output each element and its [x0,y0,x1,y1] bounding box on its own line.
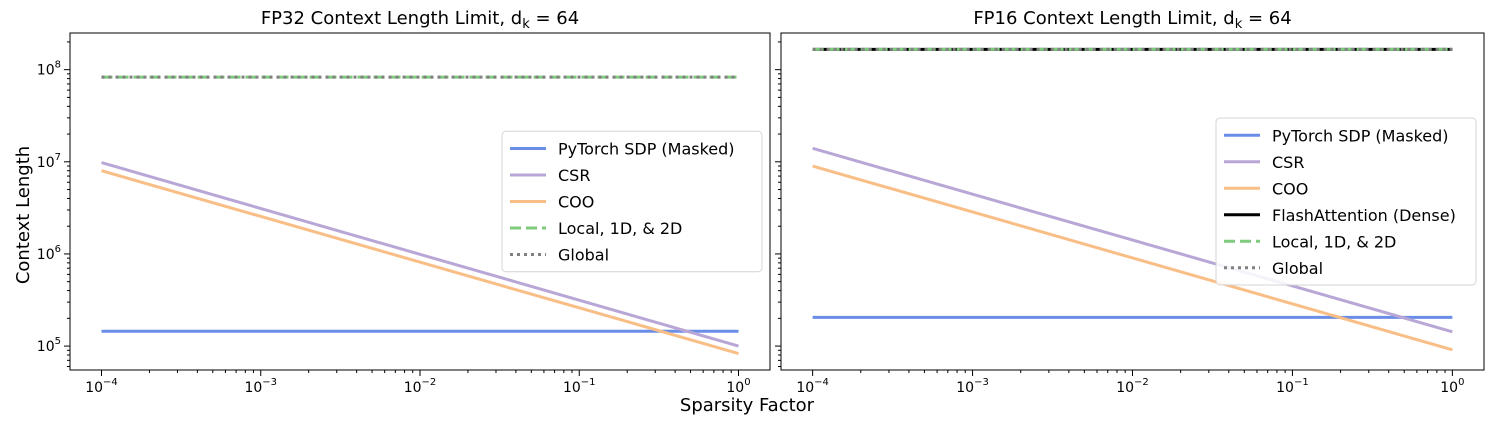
y-tick-label-base: 10 [37,247,55,263]
x-tick-label-base: 10 [404,380,422,396]
legend-label-0: PyTorch SDP (Masked) [1272,126,1449,145]
x-tick-label-base: 10 [726,380,744,396]
series-line-1 [812,146,1453,334]
series-line-2 [812,164,1453,352]
x-tick-label-base: 10 [1440,380,1458,396]
y-tick-label: 106 [37,244,61,263]
y-tick-label-base: 10 [37,155,55,171]
legend-box [501,130,763,273]
x-tick-label-base: 10 [1276,380,1294,396]
y-axis-label: Context Length [13,146,34,284]
chart-title-main: FP16 Context Length Limit, d [973,8,1234,29]
x-tick-label-exp: −3 [974,377,989,388]
legend-label-2: COO [1272,179,1308,198]
x-tick-label: 10−1 [1276,377,1309,396]
legend-label-5: Global [1272,259,1323,278]
legend-label-1: CSR [558,166,590,185]
chart-title-main: FP32 Context Length Limit, d [261,8,522,29]
y-tick-label: 107 [37,152,61,171]
x-tick-label: 10−3 [244,377,277,396]
x-tick-label: 10−4 [796,377,829,396]
chart-title-tail: = 64 [1242,8,1291,29]
legend-label-4: Global [558,246,609,265]
chart-title-sub: k [522,17,530,32]
y-tick-label-base: 10 [37,63,55,79]
y-tick-label: 105 [37,336,61,355]
x-tick-label-exp: −1 [581,377,596,388]
chart-title-sub: k [1235,17,1243,32]
x-tick-label: 10−3 [956,377,989,396]
legend: PyTorch SDP (Masked) CSR COO FlashAttention… [1215,117,1477,286]
series-line-1 [101,161,739,348]
series-lines [812,47,1453,352]
x-axis-label: Sparsity Factor [680,395,815,416]
x-tick-label-base: 10 [244,380,262,396]
chart-title: FP16 Context Length Limit, dk = 64 [973,8,1291,32]
x-tick-label: 10−1 [563,377,596,396]
legend: PyTorch SDP (Masked) CSR COO Local, 1D, & 2… [501,130,763,273]
x-tick-label-exp: −1 [1294,377,1309,388]
y-tick-label-base: 10 [37,339,55,355]
x-tick-label-base: 10 [956,380,974,396]
x-tick-label-base: 10 [796,380,814,396]
chart-title-tail: = 64 [530,8,579,29]
legend-label-0: PyTorch SDP (Masked) [558,140,735,159]
legend-label-3: FlashAttention (Dense) [1272,206,1456,225]
legend-label-3: Local, 1D, & 2D [558,219,682,238]
series-lines [101,75,739,355]
x-tick-label-exp: −2 [422,377,437,388]
x-tick-label-exp: −4 [814,377,829,388]
x-tick-label: 10−2 [1116,377,1149,396]
legend-label-1: CSR [1272,153,1304,172]
y-tick-label-exp: 7 [55,152,61,163]
y-tick-label-exp: 5 [55,336,61,347]
y-tick-label: 108 [37,60,61,79]
x-tick-label-exp: −2 [1134,377,1149,388]
legend-label-2: COO [558,193,594,212]
x-tick-label: 100 [1440,377,1464,396]
x-tick-label: 100 [726,377,750,396]
legend-label-4: Local, 1D, & 2D [1272,232,1396,251]
x-tick-label-exp: 0 [744,377,750,388]
x-tick-label-exp: −4 [103,377,118,388]
x-tick-label-exp: −3 [262,377,277,388]
x-tick-label: 10−4 [85,377,118,396]
chart-title: FP32 Context Length Limit, dk = 64 [261,8,579,32]
x-tick-label-base: 10 [563,380,581,396]
x-tick-label-exp: 0 [1458,377,1464,388]
series-line-2 [101,169,739,355]
y-tick-label-exp: 8 [55,60,61,71]
x-tick-label-base: 10 [1116,380,1134,396]
x-tick-label: 10−2 [404,377,437,396]
legend-box [1215,117,1477,286]
y-tick-label-exp: 6 [55,244,61,255]
x-tick-label-base: 10 [85,380,103,396]
